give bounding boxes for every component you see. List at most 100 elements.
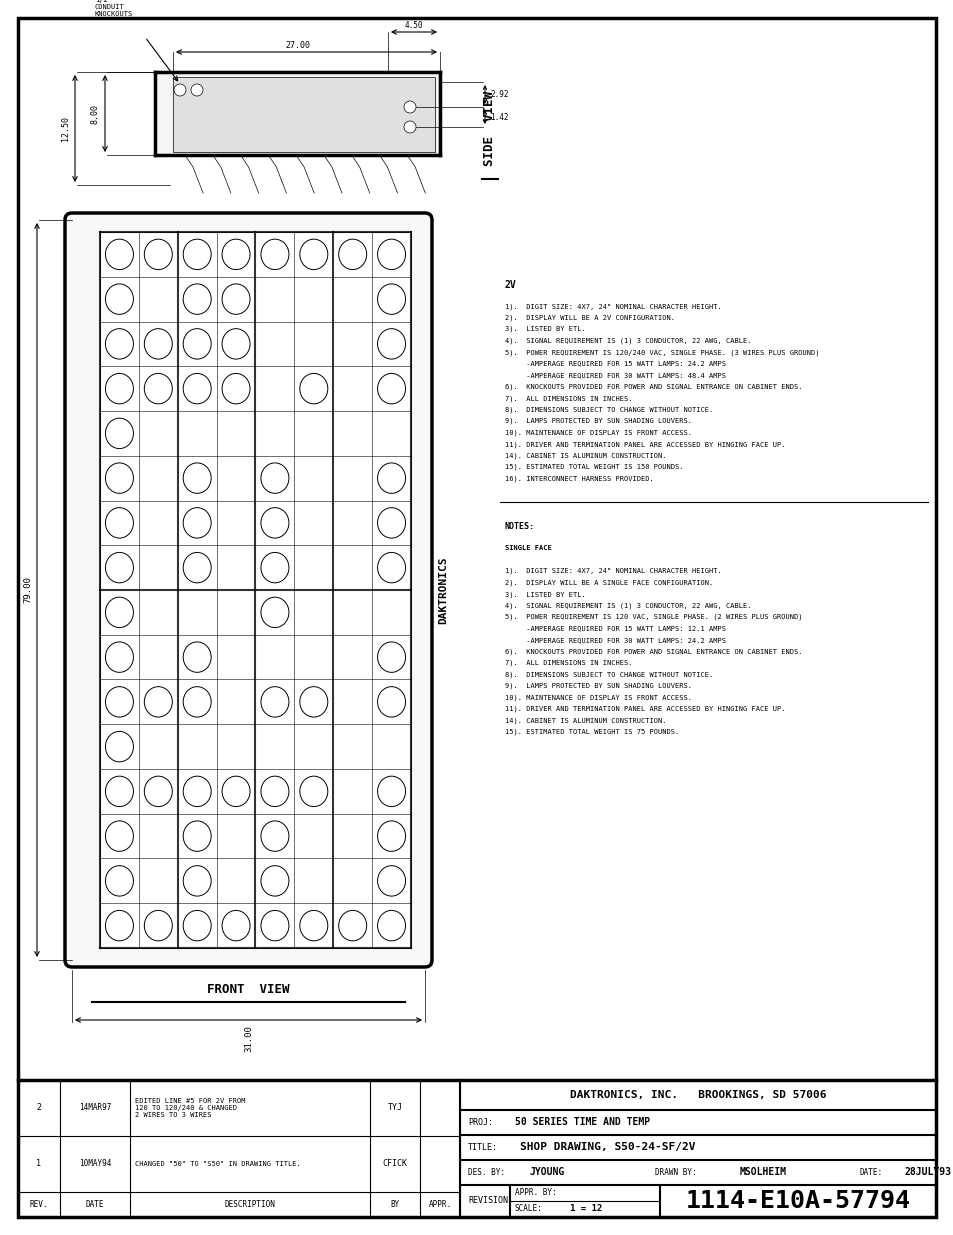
Ellipse shape	[299, 687, 328, 718]
Text: 31.00: 31.00	[244, 1025, 253, 1052]
Text: -AMPERAGE REQUIRED FOR 30 WATT LAMPS: 48.4 AMPS: -AMPERAGE REQUIRED FOR 30 WATT LAMPS: 48…	[504, 372, 725, 378]
Text: SCALE:: SCALE:	[515, 1204, 542, 1214]
Ellipse shape	[261, 910, 289, 941]
Text: 15). ESTIMATED TOTAL WEIGHT IS 150 POUNDS.: 15). ESTIMATED TOTAL WEIGHT IS 150 POUND…	[504, 464, 682, 471]
Ellipse shape	[106, 910, 133, 941]
Text: 2V: 2V	[504, 280, 517, 290]
Text: DAKTRONICS, INC.   BROOKINGS, SD 57006: DAKTRONICS, INC. BROOKINGS, SD 57006	[569, 1091, 825, 1100]
Ellipse shape	[261, 508, 289, 538]
Text: 8).  DIMENSIONS SUBJECT TO CHANGE WITHOUT NOTICE.: 8). DIMENSIONS SUBJECT TO CHANGE WITHOUT…	[504, 406, 713, 412]
Text: SINGLE FACE: SINGLE FACE	[504, 545, 551, 551]
Text: -AMPERAGE REQUIRED FOR 15 WATT LAMPS: 24.2 AMPS: -AMPERAGE REQUIRED FOR 15 WATT LAMPS: 24…	[504, 361, 725, 367]
Ellipse shape	[377, 240, 405, 269]
Ellipse shape	[106, 508, 133, 538]
Text: 1: 1	[36, 1160, 42, 1168]
Text: DES. BY:: DES. BY:	[468, 1168, 504, 1177]
Text: 5).  POWER REQUIREMENT IS 120 VAC, SINGLE PHASE. (2 WIRES PLUS GROUND): 5). POWER REQUIREMENT IS 120 VAC, SINGLE…	[504, 614, 801, 620]
Text: APPR. BY:: APPR. BY:	[515, 1188, 556, 1198]
Text: 4.50: 4.50	[404, 21, 423, 30]
Ellipse shape	[106, 552, 133, 583]
Ellipse shape	[106, 240, 133, 269]
Ellipse shape	[261, 821, 289, 851]
Ellipse shape	[144, 329, 172, 359]
Text: DATE:: DATE:	[859, 1168, 882, 1177]
Ellipse shape	[106, 598, 133, 627]
Circle shape	[191, 84, 203, 96]
Ellipse shape	[144, 373, 172, 404]
Ellipse shape	[261, 463, 289, 493]
Ellipse shape	[183, 642, 211, 672]
Ellipse shape	[377, 284, 405, 315]
Text: CFICK: CFICK	[382, 1160, 407, 1168]
Text: 2).  DISPLAY WILL BE A 2V CONFIGURATION.: 2). DISPLAY WILL BE A 2V CONFIGURATION.	[504, 315, 675, 321]
Ellipse shape	[222, 240, 250, 269]
Text: DESCRIPTION: DESCRIPTION	[224, 1200, 275, 1209]
Text: SIDE  VIEW: SIDE VIEW	[483, 91, 496, 165]
Text: PROJ:: PROJ:	[468, 1118, 493, 1128]
Text: APPR.: APPR.	[428, 1200, 451, 1209]
Text: 27.00: 27.00	[285, 41, 310, 49]
Ellipse shape	[377, 373, 405, 404]
Ellipse shape	[183, 821, 211, 851]
Ellipse shape	[106, 866, 133, 897]
Ellipse shape	[377, 463, 405, 493]
Ellipse shape	[299, 776, 328, 806]
Ellipse shape	[183, 552, 211, 583]
Ellipse shape	[144, 776, 172, 806]
Ellipse shape	[106, 642, 133, 672]
Ellipse shape	[222, 329, 250, 359]
Text: 10). MAINTENANCE OF DISPLAY IS FRONT ACCESS.: 10). MAINTENANCE OF DISPLAY IS FRONT ACC…	[504, 430, 691, 436]
Text: MSOLHEIM: MSOLHEIM	[740, 1167, 786, 1177]
Text: 14). CABINET IS ALUMINUM CONSTRUCTION.: 14). CABINET IS ALUMINUM CONSTRUCTION.	[504, 718, 666, 724]
Text: 11). DRIVER AND TERMINATION PANEL ARE ACCESSED BY HINGING FACE UP.: 11). DRIVER AND TERMINATION PANEL ARE AC…	[504, 441, 784, 447]
FancyBboxPatch shape	[65, 212, 432, 967]
Text: 16). INTERCONNECT HARNESS PROVIDED.: 16). INTERCONNECT HARNESS PROVIDED.	[504, 475, 653, 482]
Ellipse shape	[299, 240, 328, 269]
Ellipse shape	[183, 329, 211, 359]
Ellipse shape	[377, 866, 405, 897]
Ellipse shape	[183, 687, 211, 718]
Text: 9).  LAMPS PROTECTED BY SUN SHADING LOUVERS.: 9). LAMPS PROTECTED BY SUN SHADING LOUVE…	[504, 417, 691, 425]
Bar	[100, 232, 411, 948]
Ellipse shape	[261, 866, 289, 897]
Text: 1.42: 1.42	[490, 112, 508, 121]
Text: 7).  ALL DIMENSIONS IN INCHES.: 7). ALL DIMENSIONS IN INCHES.	[504, 659, 632, 667]
Ellipse shape	[144, 240, 172, 269]
Text: 7).  ALL DIMENSIONS IN INCHES.: 7). ALL DIMENSIONS IN INCHES.	[504, 395, 632, 401]
Text: 8).  DIMENSIONS SUBJECT TO CHANGE WITHOUT NOTICE.: 8). DIMENSIONS SUBJECT TO CHANGE WITHOUT…	[504, 672, 713, 678]
Text: -AMPERAGE REQUIRED FOR 30 WATT LAMPS: 24.2 AMPS: -AMPERAGE REQUIRED FOR 30 WATT LAMPS: 24…	[504, 637, 725, 643]
Ellipse shape	[183, 866, 211, 897]
Ellipse shape	[261, 598, 289, 627]
Ellipse shape	[106, 329, 133, 359]
Text: 1).  DIGIT SIZE: 4X7, 24" NOMINAL CHARACTER HEIGHT.: 1). DIGIT SIZE: 4X7, 24" NOMINAL CHARACT…	[504, 303, 721, 310]
Ellipse shape	[377, 642, 405, 672]
Ellipse shape	[222, 284, 250, 315]
Ellipse shape	[261, 552, 289, 583]
Circle shape	[403, 121, 416, 133]
Ellipse shape	[106, 419, 133, 448]
Text: DAKTRONICS: DAKTRONICS	[437, 556, 448, 624]
Text: 6).  KNOCKOUTS PROVIDED FOR POWER AND SIGNAL ENTRANCE ON CABINET ENDS.: 6). KNOCKOUTS PROVIDED FOR POWER AND SIG…	[504, 384, 801, 390]
Text: 12.50: 12.50	[61, 116, 70, 141]
Ellipse shape	[222, 776, 250, 806]
Text: 10MAY94: 10MAY94	[79, 1160, 112, 1168]
Circle shape	[173, 84, 186, 96]
Ellipse shape	[338, 910, 366, 941]
Text: NOTES:: NOTES:	[504, 522, 535, 531]
Text: DRAWN BY:: DRAWN BY:	[655, 1168, 696, 1177]
Ellipse shape	[183, 373, 211, 404]
Bar	[154, 72, 439, 156]
Ellipse shape	[299, 910, 328, 941]
Bar	[172, 77, 435, 152]
Ellipse shape	[222, 910, 250, 941]
Text: 2.92: 2.92	[490, 90, 508, 99]
Ellipse shape	[377, 910, 405, 941]
Text: 4).  SIGNAL REQUIREMENT IS (1) 3 CONDUCTOR, 22 AWG, CABLE.: 4). SIGNAL REQUIREMENT IS (1) 3 CONDUCTO…	[504, 337, 751, 345]
Ellipse shape	[106, 731, 133, 762]
Text: BY: BY	[390, 1200, 399, 1209]
Text: SHOP DRAWING, S50-24-SF/2V: SHOP DRAWING, S50-24-SF/2V	[519, 1142, 695, 1152]
Ellipse shape	[183, 240, 211, 269]
Text: 15). ESTIMATED TOTAL WEIGHT IS 75 POUNDS.: 15). ESTIMATED TOTAL WEIGHT IS 75 POUNDS…	[504, 729, 679, 736]
Text: DATE: DATE	[86, 1200, 104, 1209]
Text: 1).  DIGIT SIZE: 4X7, 24" NOMINAL CHARACTER HEIGHT.: 1). DIGIT SIZE: 4X7, 24" NOMINAL CHARACT…	[504, 568, 721, 574]
